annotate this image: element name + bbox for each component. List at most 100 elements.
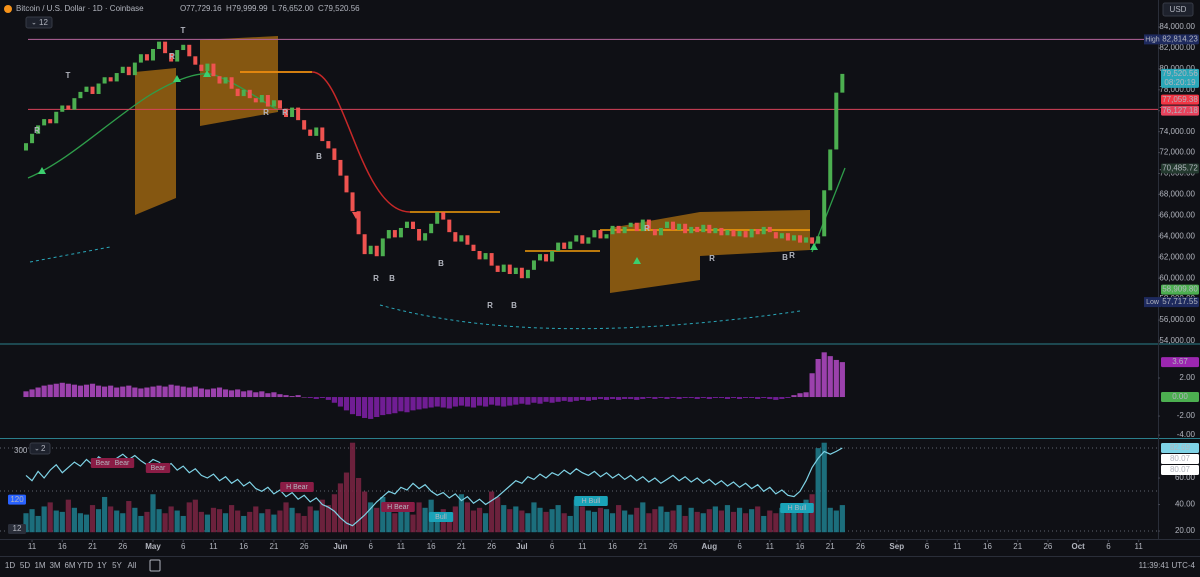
candle (217, 76, 222, 84)
indicator-toggle[interactable] (29, 442, 51, 455)
price-badge (8, 494, 26, 505)
volume-bar (730, 511, 737, 533)
histogram-bar (809, 373, 815, 398)
range-button[interactable]: 5D (20, 561, 30, 570)
histogram-bar (452, 397, 458, 407)
candle (828, 149, 833, 191)
price-badge-label: 77,059.38 (1162, 95, 1198, 104)
volume-bar (186, 502, 192, 533)
candle (610, 225, 615, 235)
volume-bar (398, 506, 404, 533)
volume-bar (682, 515, 688, 533)
volume-bar (307, 506, 313, 533)
candle (404, 221, 409, 228)
volume-bar (265, 509, 271, 533)
volume-bar (313, 510, 319, 533)
histogram-bar (730, 397, 737, 398)
volume-bar (59, 511, 65, 533)
x-tick-label: May (145, 542, 161, 551)
currency-button[interactable] (1162, 2, 1194, 17)
histogram-bar (95, 385, 102, 398)
volume-bar (362, 491, 368, 533)
candle (556, 242, 561, 251)
signal-tag-label: H Bear (286, 484, 308, 491)
range-button[interactable]: 3M (49, 561, 60, 570)
volume-bar (779, 507, 785, 533)
date-range-icon[interactable] (149, 559, 161, 572)
volume-bar (767, 510, 773, 533)
candle (223, 77, 228, 84)
histogram-bar (609, 397, 616, 399)
volume-bar (573, 499, 579, 533)
range-button[interactable]: 1D (5, 561, 15, 570)
symbol-title[interactable]: Bitcoin / U.S. Dollar · 1D · Coinbase (16, 4, 144, 13)
volume-bar (180, 515, 186, 533)
histogram-bar (821, 352, 827, 398)
volume-bar (646, 513, 652, 533)
histogram-bar (29, 389, 35, 398)
volume-bar (89, 505, 96, 533)
histogram-bar (700, 397, 706, 398)
candle (574, 235, 579, 242)
y-tick-label: -2.00 (1177, 411, 1196, 420)
histogram-bar (35, 387, 41, 398)
volume-bar (458, 494, 464, 533)
histogram-bar (742, 397, 749, 398)
candle (435, 212, 440, 224)
candle (211, 63, 216, 77)
y-tick-label: 56,000.00 (1159, 315, 1195, 324)
volume-bar (416, 502, 422, 533)
candle (302, 120, 307, 130)
ohlc-value: 77,729.16 (186, 4, 222, 13)
candle (804, 237, 809, 243)
volume-bar (337, 483, 344, 533)
range-button[interactable]: 1M (34, 561, 45, 570)
volume-bar (489, 491, 495, 533)
volume-bar (392, 513, 398, 533)
volume-bar (603, 509, 610, 533)
range-button[interactable]: All (128, 561, 137, 570)
histogram-bar (380, 397, 386, 416)
histogram-bar (833, 359, 839, 398)
candle (761, 226, 766, 235)
histogram-bar (797, 393, 803, 398)
histogram-bar (144, 387, 150, 398)
volume-bar (591, 511, 598, 533)
range-button[interactable]: YTD (77, 561, 93, 570)
candle (290, 107, 295, 118)
range-button[interactable]: 5Y (112, 561, 122, 570)
volume-bar (380, 496, 386, 533)
histogram-bar (531, 397, 537, 403)
x-tick-label: 21 (1013, 542, 1022, 551)
indicator-toggle[interactable] (25, 16, 53, 29)
candle (683, 223, 688, 234)
candle (338, 159, 343, 176)
dashed-curve (29, 246, 111, 263)
volume-bar (319, 499, 325, 533)
signal-letter: R (709, 254, 715, 263)
signal-letter: R (263, 108, 269, 117)
volume-bar (446, 513, 452, 533)
currency-label[interactable]: USD (1170, 5, 1187, 14)
volume-bar (47, 502, 53, 533)
histogram-bar (549, 397, 555, 403)
ohlc-key: L (272, 4, 277, 13)
candle (562, 242, 567, 249)
range-button[interactable]: 6M (64, 561, 75, 570)
histogram-bar (235, 389, 241, 398)
histogram-bar (289, 396, 295, 398)
histogram-bar (313, 397, 319, 399)
x-tick-label: 26 (118, 542, 127, 551)
range-button[interactable]: 1Y (97, 561, 107, 570)
dashed-curve (379, 304, 801, 330)
volume-bar (585, 510, 591, 533)
volume-bar (126, 501, 132, 533)
y-tick-label: 84,000.00 (1159, 22, 1195, 31)
price-badge (8, 523, 26, 534)
volume-bar (476, 507, 483, 533)
y-tick-label: 62,000.00 (1159, 252, 1195, 261)
histogram-bar (253, 392, 259, 398)
price-badge-label: 79,520.56 (1162, 69, 1198, 78)
volume-bar (664, 511, 670, 533)
